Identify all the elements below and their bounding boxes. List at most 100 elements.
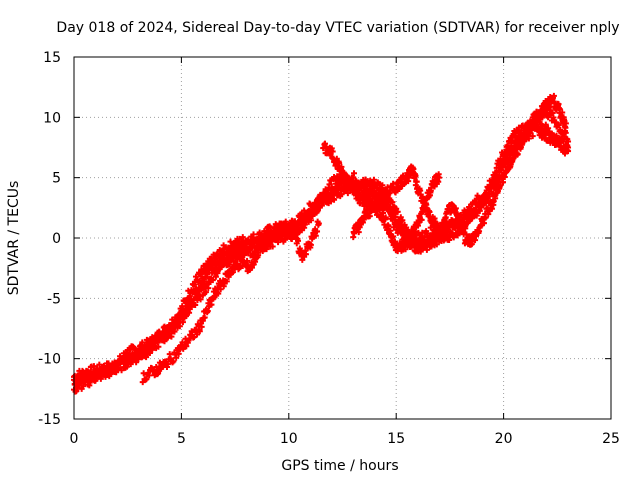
data-point xyxy=(433,241,440,248)
data-point xyxy=(367,185,374,192)
data-point xyxy=(407,237,414,244)
data-point xyxy=(315,220,322,227)
data-point xyxy=(146,372,153,379)
data-point xyxy=(81,379,88,386)
data-point xyxy=(499,179,506,186)
data-point xyxy=(275,239,282,246)
data-point xyxy=(450,234,457,241)
data-point xyxy=(402,246,409,253)
data-point xyxy=(329,148,336,155)
data-point xyxy=(218,264,225,271)
data-point xyxy=(318,202,325,209)
data-point xyxy=(325,185,332,192)
data-point xyxy=(356,224,363,231)
x-tick-label: 15 xyxy=(387,431,405,447)
data-point xyxy=(115,365,122,372)
data-point xyxy=(379,182,386,189)
y-tick-label: -10 xyxy=(38,352,61,368)
data-point xyxy=(143,350,150,357)
data-point xyxy=(476,207,483,214)
data-point xyxy=(364,195,371,202)
data-point xyxy=(202,289,209,296)
data-point xyxy=(561,150,568,157)
data-point xyxy=(209,277,216,284)
data-point xyxy=(208,301,215,308)
data-point xyxy=(352,185,359,192)
data-point xyxy=(457,220,464,227)
data-point xyxy=(372,194,379,201)
data-point xyxy=(420,237,427,244)
data-point xyxy=(385,223,392,230)
data-point xyxy=(309,213,316,220)
y-tick-label: -15 xyxy=(38,412,61,428)
data-point xyxy=(380,209,387,216)
data-point xyxy=(211,294,218,301)
data-point xyxy=(146,347,153,354)
data-point xyxy=(467,215,474,222)
data-point xyxy=(417,248,424,255)
y-tick-label: 0 xyxy=(52,231,61,247)
data-point xyxy=(183,313,190,320)
data-point xyxy=(463,231,470,238)
data-point xyxy=(338,191,345,198)
data-point xyxy=(308,217,315,224)
data-point xyxy=(562,129,569,136)
data-point xyxy=(154,339,161,346)
data-point xyxy=(550,92,557,99)
data-point xyxy=(390,214,397,221)
data-point xyxy=(413,178,420,185)
data-point xyxy=(474,192,481,199)
data-point xyxy=(391,238,398,245)
axis-ticks: 0 5 10 15 20 25 -15 -10 -5 0 5 10 15 xyxy=(38,50,620,447)
data-point xyxy=(250,231,257,238)
data-point xyxy=(192,302,199,309)
data-point xyxy=(549,138,556,145)
data-point xyxy=(351,170,358,177)
x-tick-label: 5 xyxy=(177,431,186,447)
data-point xyxy=(370,176,377,183)
data-point xyxy=(287,221,294,228)
data-point xyxy=(412,172,419,179)
x-tick-label: 10 xyxy=(280,431,298,447)
plot-area xyxy=(71,92,572,395)
y-tick-label: -5 xyxy=(47,291,61,307)
data-point xyxy=(396,186,403,193)
data-point xyxy=(229,269,236,276)
data-point xyxy=(455,216,462,223)
data-point xyxy=(529,133,536,140)
data-point xyxy=(266,236,273,243)
data-point xyxy=(277,229,284,236)
data-point xyxy=(387,209,394,216)
data-point xyxy=(428,243,435,250)
data-point xyxy=(176,319,183,326)
data-point xyxy=(545,128,552,135)
data-point xyxy=(133,359,140,366)
data-point xyxy=(488,205,495,212)
data-point xyxy=(173,354,180,361)
data-point xyxy=(198,323,205,330)
series-track-5 xyxy=(320,140,443,236)
y-axis-label: SDTVAR / TECUs xyxy=(6,181,22,296)
data-point xyxy=(85,377,92,384)
data-point xyxy=(454,211,461,218)
data-point xyxy=(436,174,443,181)
series-track-3 xyxy=(71,122,572,389)
data-point xyxy=(563,142,570,149)
data-point xyxy=(236,235,243,242)
data-point xyxy=(134,355,141,362)
y-tick-label: 10 xyxy=(43,110,61,126)
data-point xyxy=(212,264,219,271)
data-point xyxy=(463,221,470,228)
data-point xyxy=(301,221,308,228)
data-point xyxy=(282,220,289,227)
data-point xyxy=(482,214,489,221)
data-point xyxy=(168,333,175,340)
data-point xyxy=(565,138,572,145)
data-point xyxy=(201,314,208,321)
data-point xyxy=(307,241,314,248)
data-point xyxy=(555,140,562,147)
chart-title: Day 018 of 2024, Sidereal Day-to-day VTE… xyxy=(56,20,619,36)
data-point xyxy=(204,308,211,315)
